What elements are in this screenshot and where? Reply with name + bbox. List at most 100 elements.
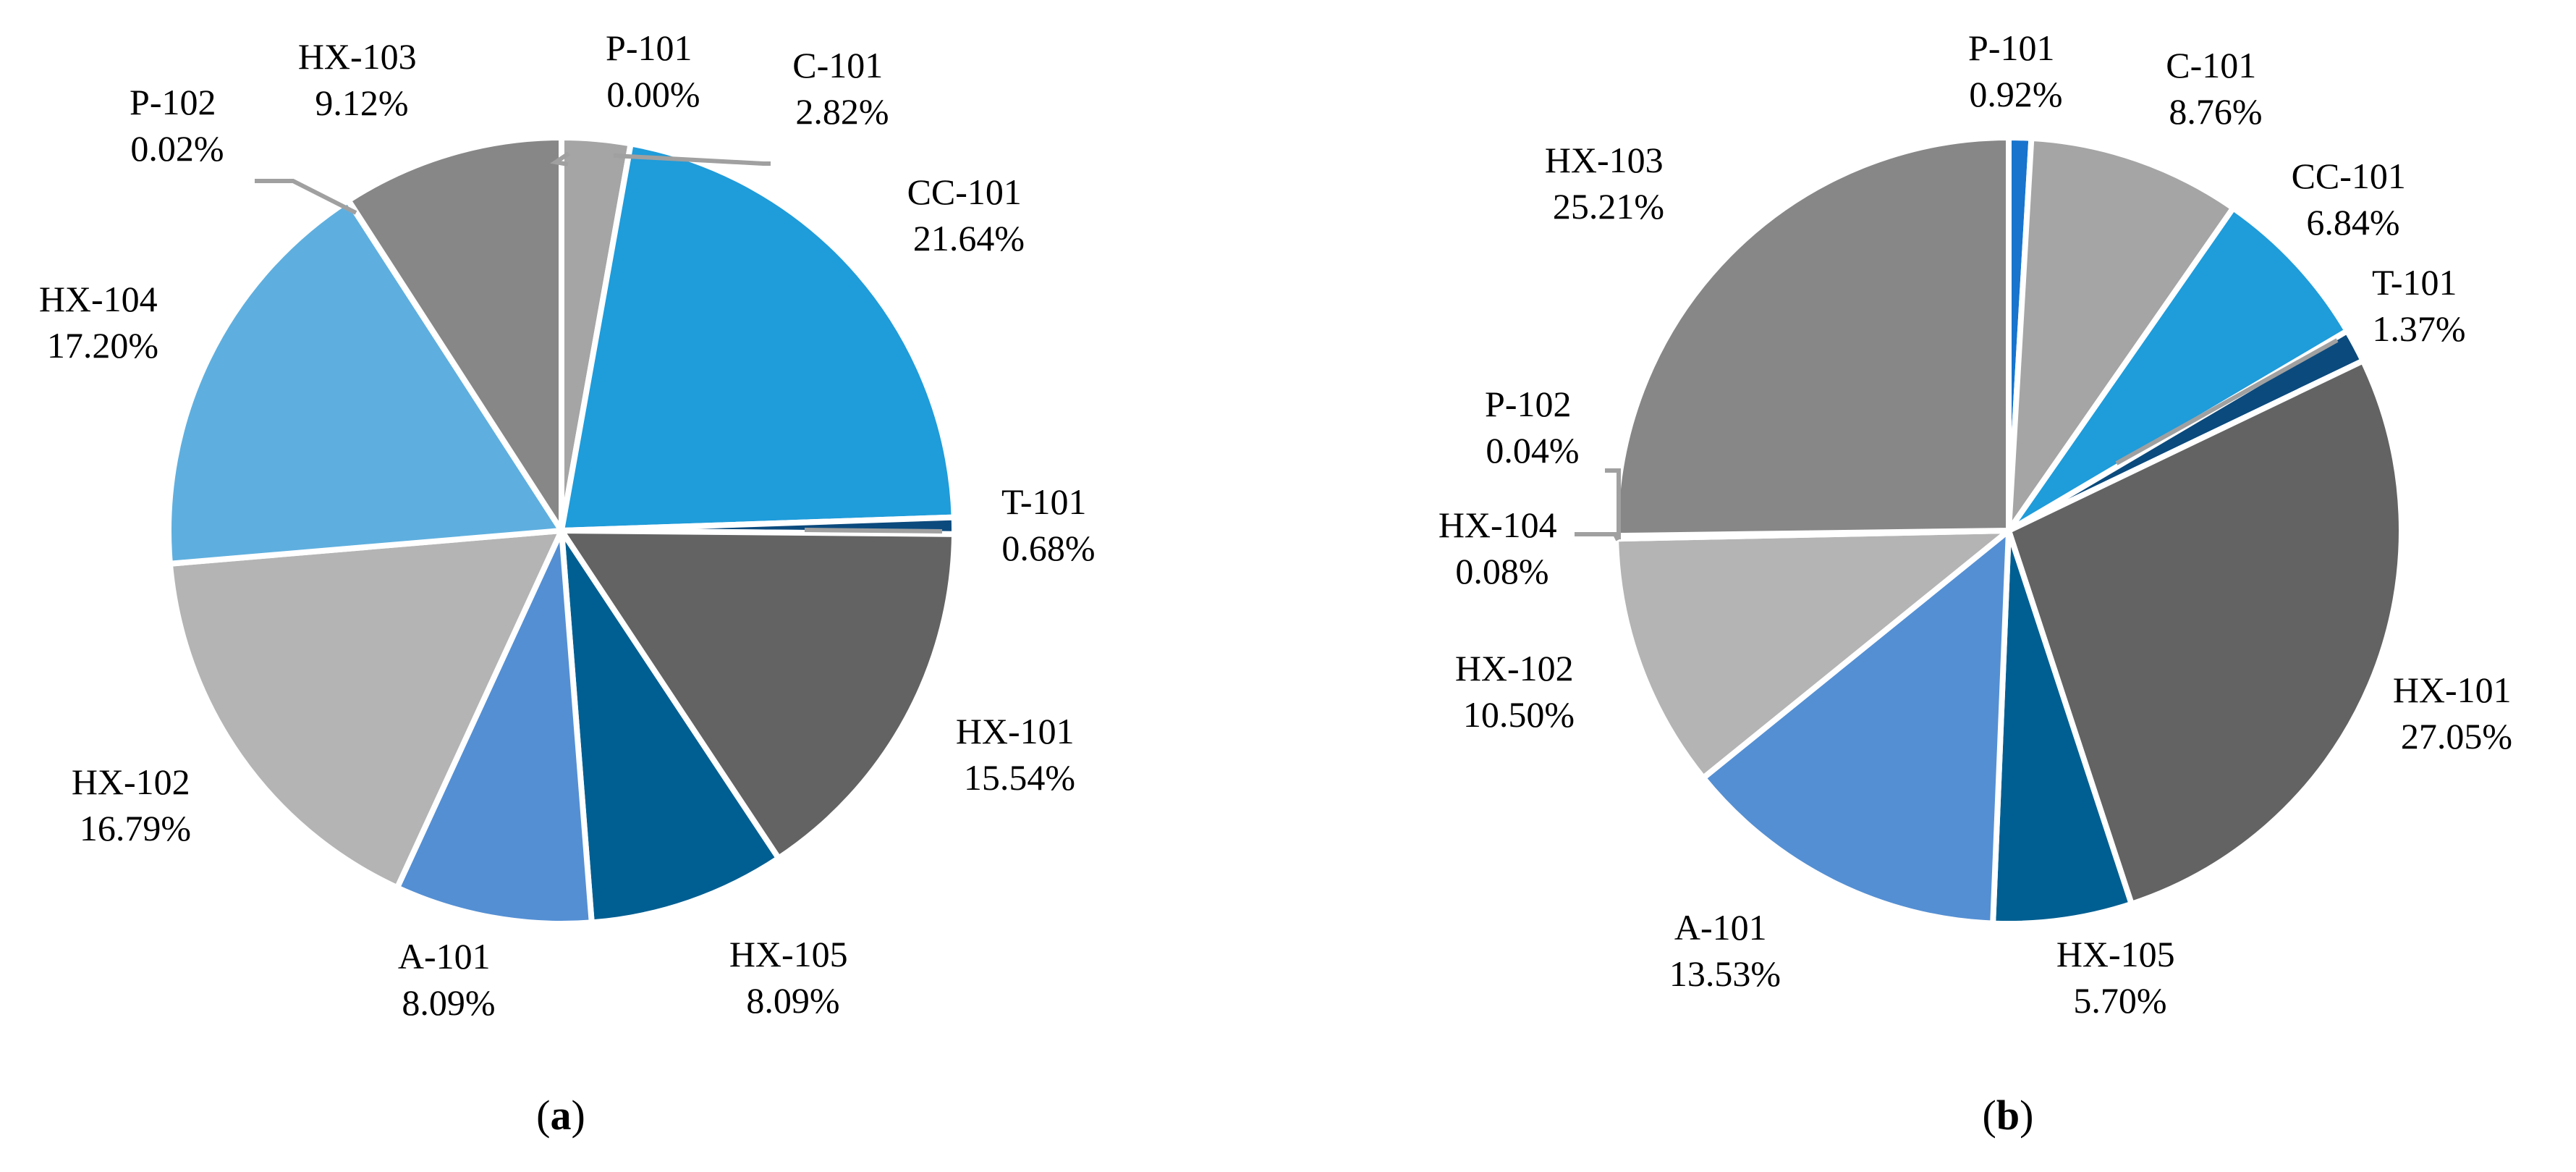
slice-label-name: HX-104 <box>1439 505 1557 545</box>
slice-label-a-A-101: A-101 8.09% <box>398 936 499 1023</box>
leader-line-a-P-102 <box>255 179 357 215</box>
leader-line-b-T-101 <box>2115 338 2339 465</box>
slice-label-name: P-102 <box>1485 384 1571 424</box>
pie-b-labels: P-101 0.92% C-101 8.76% CC-101 6.84% T-1… <box>1439 28 2512 1021</box>
slice-label-name: CC-101 <box>907 172 1022 212</box>
pie-slice-b-HX-101 <box>2006 358 2405 907</box>
slice-label-value: 15.54% <box>964 757 1075 798</box>
slice-label-name: A-101 <box>398 936 491 977</box>
caption-open-paren: ( <box>1983 1092 1996 1139</box>
slice-label-a-HX-102: HX-102 16.79% <box>72 762 199 848</box>
slice-label-value: 0.04% <box>1486 430 1579 471</box>
slice-label-b-HX-102: HX-102 10.50% <box>1455 648 1583 735</box>
slice-label-name: C-101 <box>792 45 883 85</box>
slice-label-name: HX-102 <box>72 762 190 802</box>
slice-label-b-HX-104: HX-104 0.08% <box>1439 505 1566 591</box>
slice-label-a-HX-101: HX-101 15.54% <box>956 711 1083 798</box>
slice-label-value: 0.00% <box>606 74 700 114</box>
slice-label-a-P-101: P-101 0.00% <box>606 28 701 114</box>
slice-label-name: HX-101 <box>2393 670 2512 710</box>
pie-slice-a-CC-101 <box>559 140 957 534</box>
pie-slice-a-HX-103 <box>345 135 564 534</box>
slice-label-value: 9.12% <box>315 83 408 123</box>
slice-label-b-T-101: T-101 1.37% <box>2372 262 2466 349</box>
pie-slice-b-HX-102 <box>1613 528 2012 781</box>
slice-label-name: HX-105 <box>2056 934 2175 974</box>
slice-label-b-P-102: P-102 0.04% <box>1485 384 1580 471</box>
slice-label-name: A-101 <box>1674 907 1767 948</box>
slice-label-a-HX-103: HX-103 9.12% <box>298 36 425 123</box>
slice-label-name: P-101 <box>1968 28 2054 68</box>
slice-label-b-HX-103: HX-103 25.21% <box>1545 140 1672 227</box>
slice-label-value: 0.92% <box>1969 74 2062 114</box>
slice-label-value: 0.02% <box>130 128 224 169</box>
slice-label-name: CC-101 <box>2292 156 2406 196</box>
slice-label-value: 5.70% <box>2073 980 2166 1021</box>
pie-slice-a-HX-104 <box>166 198 564 567</box>
slice-label-value: 2.82% <box>795 91 889 132</box>
slice-label-value: 13.53% <box>1669 953 1781 994</box>
slice-label-name: P-101 <box>606 28 692 68</box>
slice-label-name: C-101 <box>2166 45 2256 85</box>
slice-label-name: T-101 <box>1001 481 1087 522</box>
slice-label-name: HX-101 <box>956 711 1075 751</box>
slice-label-b-A-101: A-101 13.53% <box>1669 907 1781 994</box>
slice-label-value: 0.68% <box>1001 528 1095 568</box>
slice-label-value: 25.21% <box>1553 186 1664 227</box>
leader-line-a-P-101 <box>550 151 570 166</box>
slice-label-value: 1.37% <box>2372 308 2465 349</box>
slice-label-name: T-101 <box>2372 262 2457 303</box>
slice-label-a-HX-104: HX-104 17.20% <box>39 279 166 366</box>
slice-label-b-HX-105: HX-105 5.70% <box>2056 934 2184 1021</box>
pie-slice-b-HX-105 <box>1990 528 2135 927</box>
caption-close-paren: ) <box>2020 1092 2033 1139</box>
caption-letter: a <box>551 1092 572 1139</box>
pie-a-labels: P-101 0.00% C-101 2.82% CC-101 21.64% T-… <box>39 28 1096 1023</box>
panel-caption-a: (a) <box>536 1092 585 1139</box>
slice-label-value: 27.05% <box>2401 716 2512 756</box>
slice-label-a-C-101: C-101 2.82% <box>792 45 892 132</box>
pie-slice-a-A-101 <box>394 528 595 927</box>
panel-caption-b: (b) <box>1983 1092 2034 1139</box>
pie-b-slices <box>1613 135 2405 927</box>
slice-label-name: HX-103 <box>1545 140 1664 180</box>
pie-slice-a-HX-102 <box>166 528 564 891</box>
slice-label-a-T-101: T-101 0.68% <box>1001 481 1096 568</box>
caption-open-paren: ( <box>536 1092 550 1139</box>
slice-label-b-C-101: C-101 8.76% <box>2166 45 2266 132</box>
leader-line-a-C-101 <box>613 153 771 166</box>
slice-label-value: 10.50% <box>1463 694 1575 735</box>
leader-line-b-P-102 <box>1605 468 1621 539</box>
pie-slice-a-HX-101 <box>559 528 957 861</box>
pie-slice-b-CC-101 <box>2006 205 2350 534</box>
pie-chart-a: P-101 0.00% C-101 2.82% CC-101 21.64% T-… <box>39 28 1096 1139</box>
pie-slice-a-HX-105 <box>559 528 781 926</box>
slice-label-a-CC-101: CC-101 21.64% <box>907 172 1031 258</box>
slice-label-a-P-102: P-102 0.02% <box>130 82 225 169</box>
slice-label-value: 21.64% <box>913 218 1025 258</box>
pie-slice-b-C-101 <box>2006 135 2237 534</box>
pie-slice-b-HX-103 <box>1613 135 2012 539</box>
slice-label-value: 8.76% <box>2169 91 2262 132</box>
slice-label-name: P-102 <box>130 82 216 122</box>
slice-label-value: 6.84% <box>2306 202 2399 243</box>
pie-a-slices <box>166 135 958 927</box>
caption-close-paren: ) <box>572 1092 585 1139</box>
slice-label-value: 17.20% <box>47 325 158 366</box>
leader-line-b-HX-104 <box>1575 532 1620 541</box>
pie-chart-b: P-101 0.92% C-101 8.76% CC-101 6.84% T-1… <box>1439 28 2512 1139</box>
slice-label-value: 8.09% <box>402 982 495 1023</box>
leader-line-a-T-101 <box>804 528 943 534</box>
slice-label-value: 16.79% <box>80 808 191 848</box>
slice-label-name: HX-105 <box>729 934 848 974</box>
slice-label-name: HX-104 <box>39 279 158 319</box>
slice-label-name: HX-102 <box>1455 648 1574 688</box>
slice-label-name: HX-103 <box>298 36 417 77</box>
pie-slice-b-A-101 <box>1700 528 2012 927</box>
pie-b-leader-lines <box>1575 338 2339 541</box>
slice-label-b-CC-101: CC-101 6.84% <box>2292 156 2415 243</box>
caption-letter: b <box>1996 1092 2020 1139</box>
slice-label-value: 8.09% <box>746 980 839 1021</box>
slice-label-b-P-101: P-101 0.92% <box>1968 28 2064 114</box>
